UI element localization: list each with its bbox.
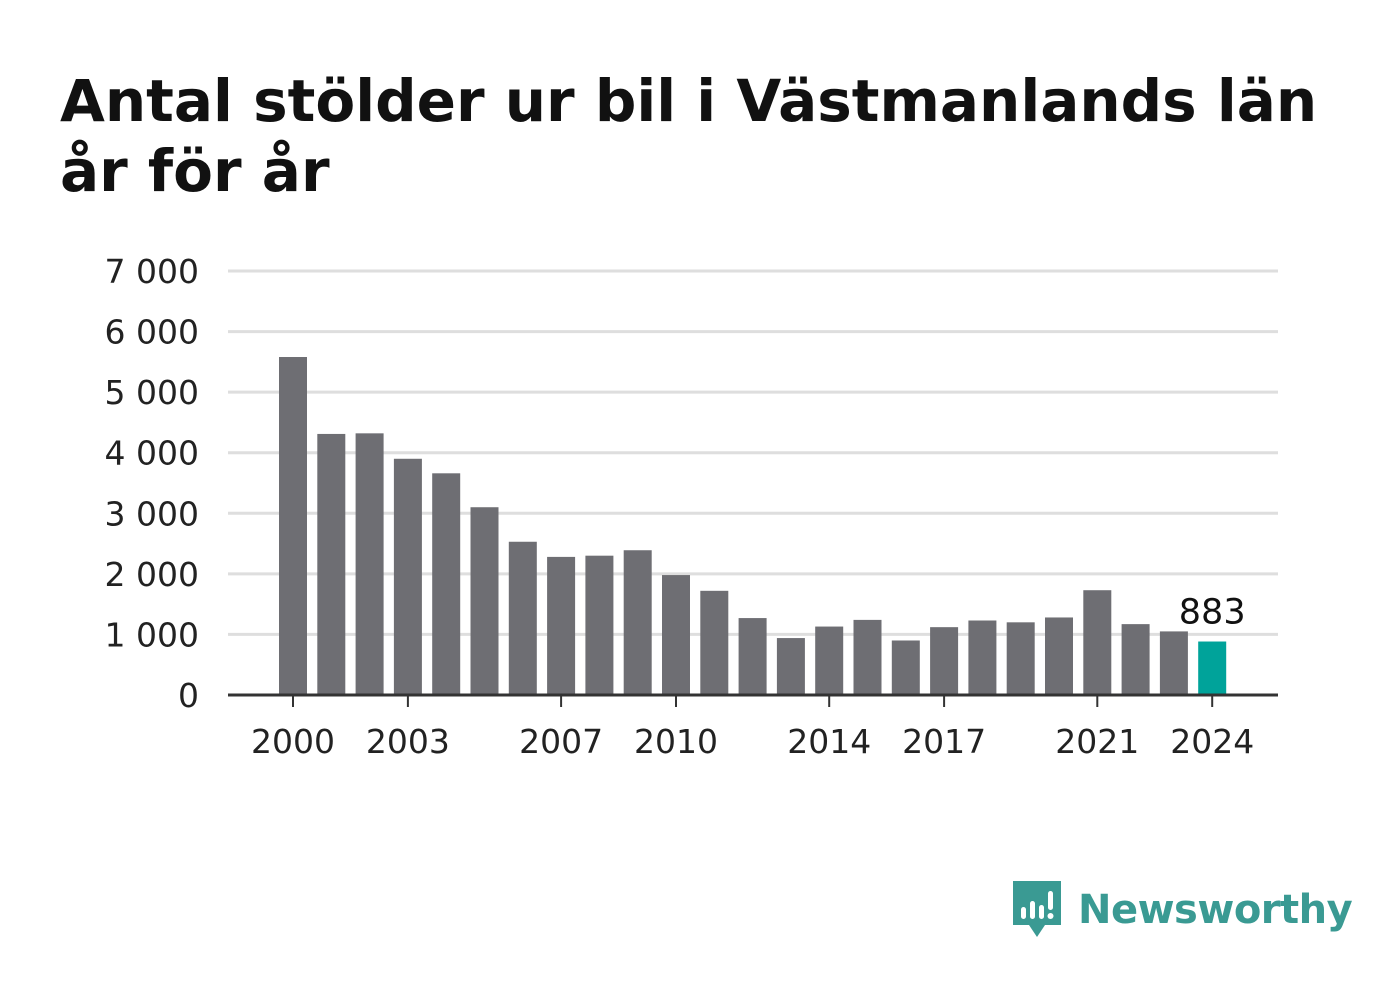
x-tick-label: 2017 xyxy=(902,722,986,761)
y-tick-label: 0 xyxy=(178,676,199,715)
data-label-2024: 883 xyxy=(1179,593,1246,633)
bar-2011 xyxy=(700,590,729,695)
y-tick-label: 4 000 xyxy=(105,434,199,473)
x-tick-label: 2010 xyxy=(634,722,718,761)
bar-2024 xyxy=(1198,641,1227,695)
brand-logo: Newsworthy xyxy=(1010,878,1353,942)
x-tick-label: 2021 xyxy=(1055,722,1139,761)
y-tick-label: 1 000 xyxy=(105,615,199,654)
x-tick-labels: 2000 2003 2007 2010 2014 2017 2021 2024 xyxy=(251,722,1254,761)
brand-name: Newsworthy xyxy=(1078,887,1353,933)
bar-2009 xyxy=(623,550,652,695)
bar-2013 xyxy=(776,638,805,695)
x-tick-label: 2014 xyxy=(787,722,871,761)
x-tick-label: 2000 xyxy=(251,722,335,761)
bar-2018 xyxy=(968,620,997,695)
bar-2020 xyxy=(1045,617,1073,695)
y-tick-label: 2 000 xyxy=(105,555,199,594)
y-tick-label: 5 000 xyxy=(105,373,199,412)
bar-2003 xyxy=(393,458,422,695)
y-tick-label: 3 000 xyxy=(105,494,199,533)
bar-2015 xyxy=(853,619,882,695)
bar-2006 xyxy=(508,541,537,695)
bars xyxy=(279,357,1227,695)
x-tick-label: 2024 xyxy=(1170,722,1254,761)
bar-2008 xyxy=(585,555,614,695)
grid-lines xyxy=(228,269,1278,636)
x-ticks xyxy=(292,695,1214,707)
bar-2016 xyxy=(891,640,920,695)
y-tick-label: 6 000 xyxy=(105,313,199,352)
y-tick-labels: 0 1 000 2 000 3 000 4 000 5 000 6 000 7 000 xyxy=(105,252,199,715)
bar-2023 xyxy=(1159,631,1188,695)
x-tick-label: 2003 xyxy=(366,722,450,761)
bar-2005 xyxy=(470,507,499,695)
x-tick-label: 2007 xyxy=(519,722,603,761)
bar-2014 xyxy=(815,626,844,695)
bar-2022 xyxy=(1121,624,1150,695)
chart-title: Antal stölder ur bil i Västmanlands län … xyxy=(60,67,1318,205)
bar-2002 xyxy=(355,433,384,695)
newsworthy-chart-badge-icon xyxy=(1013,881,1061,937)
bar-2012 xyxy=(738,618,767,695)
bar-2004 xyxy=(432,473,461,695)
bar-2001 xyxy=(317,433,346,695)
bar-2000 xyxy=(279,357,307,695)
bar-2010 xyxy=(662,575,690,695)
y-tick-label: 7 000 xyxy=(105,252,199,291)
bar-2007 xyxy=(547,556,576,695)
bar-2017 xyxy=(930,627,959,695)
annotations: 883 xyxy=(1179,593,1246,633)
bar-2019 xyxy=(1006,622,1035,695)
bar-2021 xyxy=(1083,590,1112,695)
